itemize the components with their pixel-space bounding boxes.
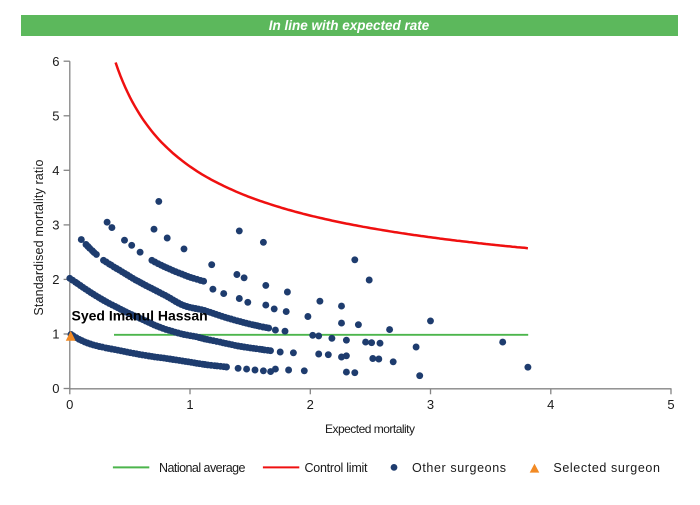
svg-text:Other surgeons: Other surgeons xyxy=(412,461,506,475)
svg-text:Control limit: Control limit xyxy=(305,461,369,475)
svg-text:0: 0 xyxy=(52,381,59,396)
svg-text:0: 0 xyxy=(66,397,73,412)
svg-text:3: 3 xyxy=(52,218,59,233)
svg-text:1: 1 xyxy=(52,327,59,342)
svg-text:Syed Imanul Hassan: Syed Imanul Hassan xyxy=(72,308,208,324)
svg-text:Expected mortality: Expected mortality xyxy=(325,422,415,436)
svg-text:In line with expected rate: In line with expected rate xyxy=(269,18,430,33)
svg-text:Selected surgeon: Selected surgeon xyxy=(553,461,660,475)
svg-text:5: 5 xyxy=(667,397,674,412)
svg-text:Standardised mortality ratio: Standardised mortality ratio xyxy=(32,160,46,316)
svg-text:4: 4 xyxy=(547,397,554,412)
svg-text:1: 1 xyxy=(186,397,193,412)
svg-text:2: 2 xyxy=(307,397,314,412)
svg-text:2: 2 xyxy=(52,272,59,287)
svg-text:National average: National average xyxy=(159,461,246,475)
svg-text:4: 4 xyxy=(52,163,59,178)
svg-text:5: 5 xyxy=(52,108,59,123)
svg-text:6: 6 xyxy=(52,54,59,69)
svg-text:3: 3 xyxy=(427,397,434,412)
